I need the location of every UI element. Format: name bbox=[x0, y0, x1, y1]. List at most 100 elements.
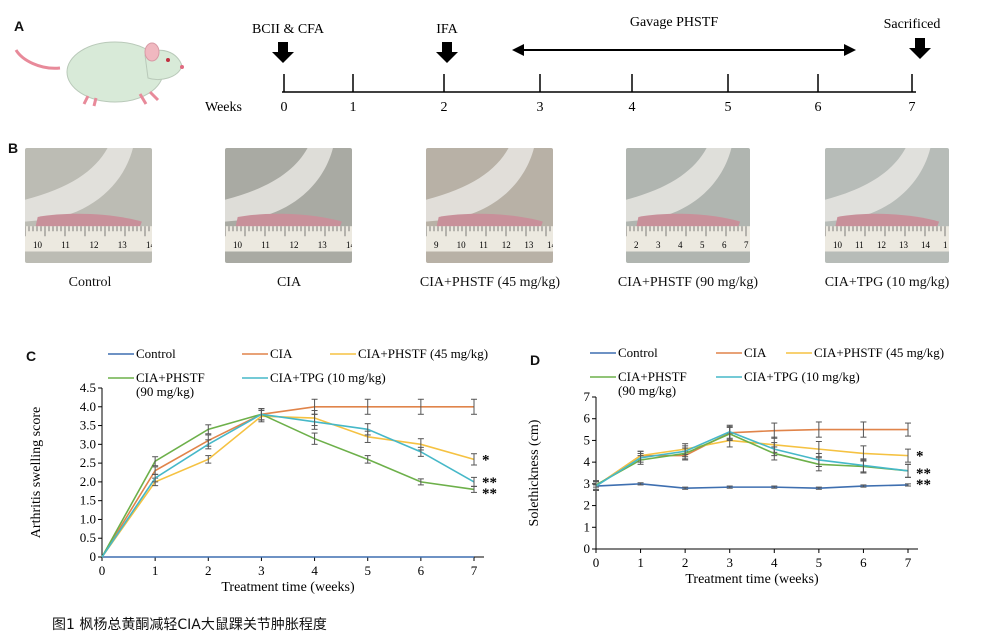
legend-item-cia: CIA bbox=[242, 346, 293, 361]
error-bar bbox=[815, 421, 822, 438]
error-bar bbox=[815, 452, 822, 467]
legend-item-tpg: CIA+TPG (10 mg/kg) bbox=[716, 369, 860, 384]
timeline-tick-label: 1 bbox=[350, 100, 357, 115]
error-bar bbox=[258, 408, 265, 421]
legend-label: CIA bbox=[270, 346, 293, 361]
significance-marker: ** bbox=[916, 466, 931, 482]
significance-marker: ** bbox=[482, 486, 497, 502]
paw-shape bbox=[635, 213, 741, 231]
photo-label: CIA+PHSTF (90 mg/kg) bbox=[617, 275, 759, 290]
photo-label: Control bbox=[68, 275, 112, 290]
arrow-down-icon bbox=[909, 38, 931, 59]
double-arrow-icon bbox=[512, 44, 856, 56]
ruler bbox=[25, 226, 152, 252]
series-line-phstf45 bbox=[595, 439, 909, 487]
x-tick-label: 2 bbox=[205, 563, 212, 578]
error-bar bbox=[637, 452, 644, 463]
y-tick-label: 0.5 bbox=[80, 530, 96, 545]
legend-label: CIA+TPG (10 mg/kg) bbox=[744, 369, 860, 384]
panel-letter-b: B bbox=[8, 140, 19, 156]
ruler-number: 13 bbox=[524, 240, 534, 250]
ruler-number: 12 bbox=[877, 240, 886, 250]
error-bar bbox=[205, 439, 212, 450]
ruler-number: 6 bbox=[722, 240, 727, 250]
ruler bbox=[225, 226, 352, 252]
legend-label: Control bbox=[136, 346, 176, 361]
y-tick-label: 2 bbox=[584, 498, 591, 513]
x-tick-label: 0 bbox=[99, 563, 106, 578]
figure-caption: 图1 枫杨总黄酮减轻CIA大鼠踝关节肿胀程度 bbox=[52, 617, 327, 633]
event-label-boost: IFA bbox=[436, 22, 458, 37]
y-tick-label: 7 bbox=[584, 389, 591, 404]
legend-item-phstf45: CIA+PHSTF (45 mg/kg) bbox=[786, 345, 944, 360]
rat-illustration bbox=[14, 41, 184, 107]
significance-marker: ** bbox=[482, 475, 497, 491]
legend-item-cia: CIA bbox=[716, 345, 767, 360]
ruler-number: 2 bbox=[634, 240, 639, 250]
significance-marker: ** bbox=[916, 477, 931, 493]
series-line-phstf45 bbox=[101, 415, 475, 558]
timeline-tick-label: 7 bbox=[909, 100, 916, 115]
ruler-number: 14 bbox=[146, 240, 152, 250]
error-bar bbox=[471, 476, 477, 487]
error-bar bbox=[417, 446, 424, 457]
photo-label: CIA+TPG (10 mg/kg) bbox=[824, 275, 950, 290]
legend-label: (90 mg/kg) bbox=[618, 383, 676, 398]
y-tick-label: 3 bbox=[584, 476, 591, 491]
event-label-gavage: Gavage PHSTF bbox=[630, 15, 718, 30]
y-tick-label: 1.0 bbox=[80, 511, 96, 526]
paw-shape bbox=[436, 213, 543, 231]
legend-label: CIA bbox=[744, 345, 767, 360]
ruler-number: 1 bbox=[943, 240, 948, 250]
paw-photo: 10 11 12 13 14 bbox=[25, 148, 152, 263]
x-tick-label: 4 bbox=[771, 555, 778, 570]
legend-item-phstf90: CIA+PHSTF(90 mg/kg) bbox=[108, 370, 205, 399]
y-tick-label: 6 bbox=[584, 411, 591, 426]
ruler-number: 14 bbox=[547, 240, 553, 250]
legend-label: CIA+PHSTF (45 mg/kg) bbox=[814, 345, 944, 360]
error-bar bbox=[771, 485, 778, 489]
timeline-axis-label: Weeks bbox=[205, 100, 242, 115]
paw-photo: 10 11 12 13 14 1 bbox=[825, 148, 949, 263]
y-tick-label: 4.0 bbox=[80, 399, 96, 414]
error-bar bbox=[152, 473, 159, 483]
error-bar bbox=[726, 485, 733, 489]
error-bar bbox=[152, 456, 159, 467]
x-tick-label: 1 bbox=[152, 563, 159, 578]
x-axis-label: Treatment time (weeks) bbox=[221, 580, 355, 595]
arrow-down-icon bbox=[436, 42, 458, 63]
error-bar bbox=[905, 463, 911, 478]
ruler-number: 11 bbox=[261, 240, 270, 250]
ruler bbox=[426, 226, 553, 252]
error-bar bbox=[593, 481, 599, 491]
error-bar bbox=[726, 424, 733, 439]
timeline-tick-label: 4 bbox=[629, 100, 636, 115]
legend-label: CIA+PHSTF bbox=[618, 369, 687, 384]
panel-letter-c: C bbox=[26, 348, 37, 364]
ruler-number: 14 bbox=[346, 240, 352, 250]
ruler-number: 12 bbox=[290, 240, 299, 250]
legend-item-control: Control bbox=[108, 346, 176, 361]
ruler bbox=[626, 226, 750, 252]
x-tick-label: 6 bbox=[860, 555, 867, 570]
ruler-number: 10 bbox=[233, 240, 243, 250]
y-tick-label: 4 bbox=[584, 454, 591, 469]
timeline-ticks: 0 1 2 3 4 5 6 7 bbox=[281, 74, 916, 115]
timeline-tick-label: 2 bbox=[441, 100, 448, 115]
x-tick-label: 0 bbox=[593, 555, 600, 570]
error-bar bbox=[905, 422, 911, 437]
error-bar bbox=[860, 458, 867, 473]
legend-item-tpg: CIA+TPG (10 mg/kg) bbox=[242, 370, 386, 385]
ruler-number: 14 bbox=[921, 240, 931, 250]
legend-item-control: Control bbox=[590, 345, 658, 360]
timeline-tick-label: 5 bbox=[725, 100, 732, 115]
error-bar bbox=[905, 448, 911, 463]
x-tick-label: 5 bbox=[364, 563, 371, 578]
chart-arthritis-score: 0 0.5 1.0 1.5 2.0 2.5 3.0 3.5 4.0 4.5 0 1 2 3 4 5 6 7 Trea… bbox=[29, 346, 497, 595]
timeline-tick-label: 3 bbox=[537, 100, 544, 115]
ruler-number: 10 bbox=[833, 240, 843, 250]
x-tick-label: 2 bbox=[682, 555, 689, 570]
legend-label: (90 mg/kg) bbox=[136, 384, 194, 399]
series-line-phstf90 bbox=[101, 413, 475, 558]
y-tick-label: 4.5 bbox=[80, 380, 96, 395]
